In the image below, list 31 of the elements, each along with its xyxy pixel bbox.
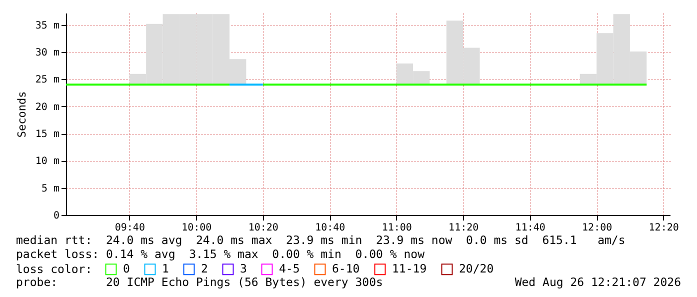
text: median rtt: 24.0 ms avg 24.0 ms max 23.9 ms min 23.9 ms now 0.0 ms sd 615.1 am/s	[16, 233, 626, 247]
legend-label: 11-19	[392, 261, 427, 276]
y-axis-title: Seconds	[15, 91, 28, 138]
legend-label: 1	[162, 261, 169, 276]
x-tick-label: 12:20	[648, 222, 679, 234]
legend-title: loss color:	[16, 262, 92, 276]
y-tick-label: 30 m	[35, 48, 60, 59]
x-tick-label: 10:40	[315, 222, 346, 234]
legend-label: 3	[240, 261, 247, 276]
y-tick-label: 5 m	[41, 183, 60, 194]
y-tick-label: 20 m	[35, 102, 60, 113]
y-tick-label: 25 m	[35, 74, 60, 86]
x-tick-label: 11:40	[515, 222, 546, 234]
legend-label: 0	[123, 261, 130, 276]
y-tick-label: 15 m	[35, 129, 60, 140]
x-tick-label: 10:00	[182, 222, 212, 234]
text: packet loss: 0.14 % avg 3.15 % max 0.00 % min 0.00 % now	[16, 247, 424, 261]
y-tick-label: 35 m	[35, 20, 60, 32]
y-tick-label: 0	[53, 210, 60, 222]
legend-label: 4-5	[279, 261, 300, 276]
legend-label: 2	[201, 261, 208, 276]
text: probe: 20 ICMP Echo Pings (56 Bytes) every 300s	[16, 275, 383, 289]
x-tick-label: 12:00	[582, 222, 612, 234]
x-tick-label: 11:00	[382, 222, 412, 234]
y-tick-label: 10 m	[35, 156, 60, 168]
x-tick-label: 11:20	[448, 222, 479, 234]
text: Wed Aug 26 12:21:07 2026	[514, 275, 681, 289]
legend-label: 6-10	[332, 261, 360, 276]
x-tick-label: 10:20	[248, 222, 278, 234]
legend-label: 20/20	[459, 261, 494, 276]
x-tick-label: 09:40	[114, 222, 145, 234]
